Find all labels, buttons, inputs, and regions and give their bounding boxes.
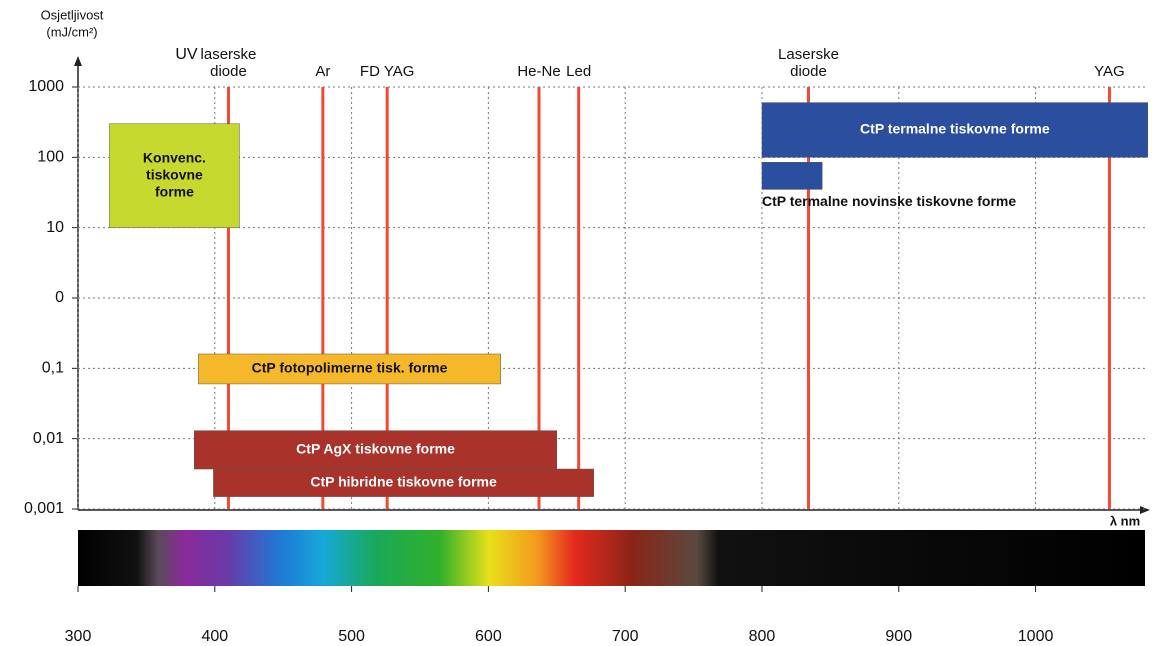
box-label: CtP fotopolimerne tisk. forme — [252, 360, 448, 376]
range-box — [198, 353, 501, 385]
laser-label: laserske — [201, 46, 257, 63]
laser-label: Led — [566, 63, 591, 80]
laser-label: He-Ne — [517, 63, 560, 80]
x-tick-label: 300 — [65, 628, 92, 645]
y-tick-label: 0 — [55, 289, 64, 306]
y-tick-label: 10 — [46, 219, 64, 236]
box-label: CtP termalne novinske tiskovne forme — [762, 193, 1016, 209]
range-box — [761, 162, 823, 190]
y-axis-arrow — [74, 56, 82, 66]
y-tick-label: 0,001 — [24, 500, 64, 517]
range-box — [213, 468, 594, 497]
range-box — [761, 102, 1148, 158]
x-tick-label: 900 — [885, 628, 912, 645]
laser-label: diode — [790, 63, 827, 80]
x-axis-arrow — [1140, 506, 1150, 514]
x-tick-label: 600 — [475, 628, 502, 645]
y-axis-label: Osjetljivost — [41, 7, 104, 22]
x-tick-label: 400 — [201, 628, 228, 645]
spectrum-bar — [78, 530, 1145, 586]
x-tick-label: 1000 — [1018, 628, 1054, 645]
laser-label: diode — [210, 63, 247, 80]
box-label: CtP termalne tiskovne forme — [860, 121, 1050, 137]
y-axis-label: (mJ/cm²) — [46, 24, 97, 39]
range-box — [194, 430, 558, 470]
laser-label: FD YAG — [360, 63, 414, 80]
range-box — [109, 123, 240, 228]
y-tick-label: 0,01 — [33, 430, 64, 447]
laser-label: YAG — [1094, 63, 1125, 80]
laser-label: Ar — [315, 63, 330, 80]
laser-label: Laserske — [778, 46, 839, 63]
x-tick-label: 800 — [749, 628, 776, 645]
y-tick-label: 100 — [37, 149, 64, 166]
box-label: CtP AgX tiskovne forme — [296, 441, 455, 457]
x-axis-label: λ nm — [1110, 513, 1140, 528]
y-tick-label: 0,1 — [42, 360, 64, 377]
y-tick-label: 1000 — [28, 78, 64, 95]
box-label: forme — [155, 183, 194, 199]
x-tick-label: 700 — [612, 628, 639, 645]
box-label: tiskovne — [146, 166, 203, 182]
box-label: Konvenc. — [143, 149, 206, 165]
box-label: CtP hibridne tiskovne forme — [310, 474, 497, 490]
x-tick-label: 500 — [338, 628, 365, 645]
annotation: UV — [175, 46, 198, 63]
